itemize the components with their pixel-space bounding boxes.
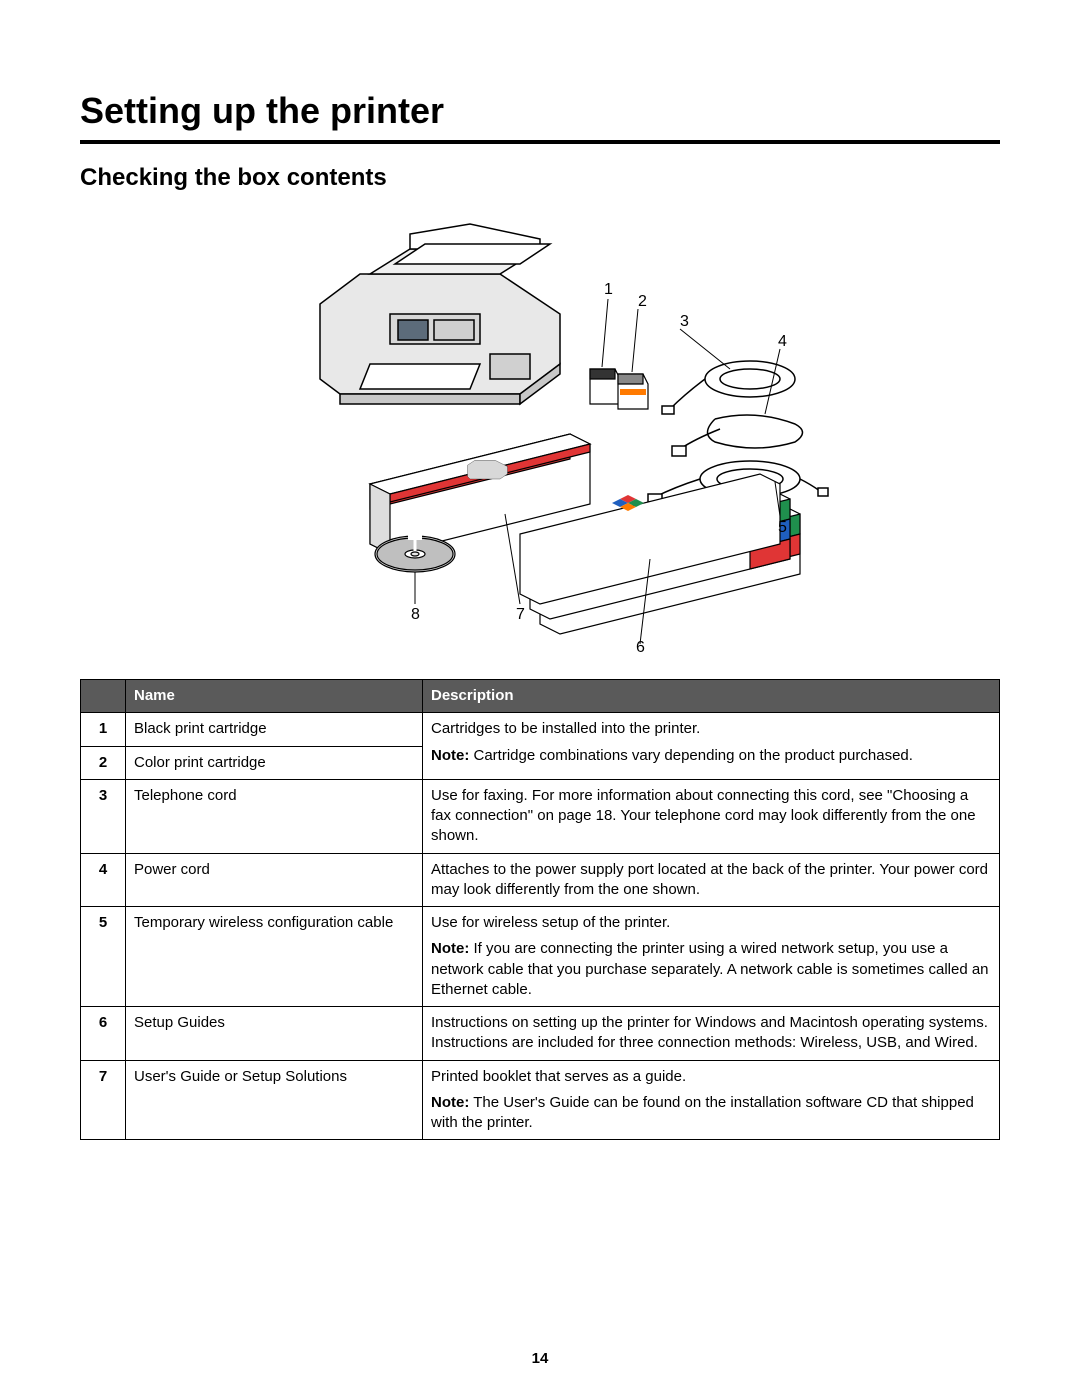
power-cord-icon <box>672 415 803 456</box>
callout-4: 4 <box>778 333 787 350</box>
table-row: 1 Black print cartridge Cartridges to be… <box>81 713 1000 746</box>
section-title: Checking the box contents <box>80 164 1000 192</box>
note-label: Note: <box>431 1094 469 1111</box>
note-text: The User's Guide can be found on the ins… <box>431 1094 974 1131</box>
row-name: Setup Guides <box>126 1007 423 1061</box>
desc-text: Instructions on setting up the printer f… <box>431 1013 991 1054</box>
desc-note: Note: Cartridge combinations vary depend… <box>431 746 991 766</box>
diagram-container: 1 2 3 4 5 6 7 8 <box>80 204 1000 659</box>
callout-7: 7 <box>516 606 525 623</box>
row-name: Temporary wireless configuration cable <box>126 907 423 1007</box>
table-row: 4 Power cord Attaches to the power suppl… <box>81 853 1000 907</box>
row-num: 5 <box>81 907 126 1007</box>
note-text: If you are connecting the printer using … <box>431 940 989 998</box>
note-text: Cartridge combinations vary depending on… <box>469 747 913 764</box>
row-num: 6 <box>81 1007 126 1061</box>
desc-text: Use for faxing. For more information abo… <box>431 786 991 847</box>
row-num: 7 <box>81 1060 126 1140</box>
desc-text: Use for wireless setup of the printer. <box>431 913 991 933</box>
note-label: Note: <box>431 940 474 957</box>
title-rule <box>80 140 1000 144</box>
row-name: Color print cartridge <box>126 746 423 779</box>
cartridges-icon <box>590 369 648 409</box>
row-desc: Use for faxing. For more information abo… <box>423 779 1000 853</box>
row-num: 1 <box>81 713 126 746</box>
desc-text: Attaches to the power supply port locate… <box>431 860 991 901</box>
note-label: Note: <box>431 747 469 764</box>
row-name: Power cord <box>126 853 423 907</box>
printer-icon <box>320 224 560 404</box>
table-row: 3 Telephone cord Use for faxing. For mor… <box>81 779 1000 853</box>
table-row: 5 Temporary wireless configuration cable… <box>81 907 1000 1007</box>
row-num: 4 <box>81 853 126 907</box>
col-head-num <box>81 680 126 713</box>
row-desc: Cartridges to be installed into the prin… <box>423 713 1000 780</box>
desc-note: Note: If you are connecting the printer … <box>431 939 991 1000</box>
col-head-name: Name <box>126 680 423 713</box>
callout-5: 5 <box>778 519 787 536</box>
callout-8: 8 <box>411 606 420 623</box>
row-desc: Printed booklet that serves as a guide. … <box>423 1060 1000 1140</box>
page: Setting up the printer Checking the box … <box>0 0 1080 1397</box>
table-row: 6 Setup Guides Instructions on setting u… <box>81 1007 1000 1061</box>
row-num: 2 <box>81 746 126 779</box>
desc-text: Printed booklet that serves as a guide. <box>431 1067 991 1087</box>
col-head-desc: Description <box>423 680 1000 713</box>
page-number: 14 <box>0 1350 1080 1367</box>
page-title: Setting up the printer <box>80 90 1000 132</box>
row-name: Black print cartridge <box>126 713 423 746</box>
callout-3: 3 <box>680 313 689 330</box>
desc-note: Note: The User's Guide can be found on t… <box>431 1093 991 1134</box>
row-desc: Attaches to the power supply port locate… <box>423 853 1000 907</box>
table-header-row: Name Description <box>81 680 1000 713</box>
desc-text: Cartridges to be installed into the prin… <box>431 719 991 739</box>
box-contents-diagram: 1 2 3 4 5 6 7 8 <box>220 204 860 654</box>
callout-2: 2 <box>638 293 647 310</box>
contents-table: Name Description 1 Black print cartridge… <box>80 679 1000 1140</box>
row-desc: Instructions on setting up the printer f… <box>423 1007 1000 1061</box>
row-desc: Use for wireless setup of the printer. N… <box>423 907 1000 1007</box>
row-name: User's Guide or Setup Solutions <box>126 1060 423 1140</box>
table-row: 7 User's Guide or Setup Solutions Printe… <box>81 1060 1000 1140</box>
row-name: Telephone cord <box>126 779 423 853</box>
row-num: 3 <box>81 779 126 853</box>
callout-1: 1 <box>604 281 613 298</box>
callout-6: 6 <box>636 639 645 654</box>
